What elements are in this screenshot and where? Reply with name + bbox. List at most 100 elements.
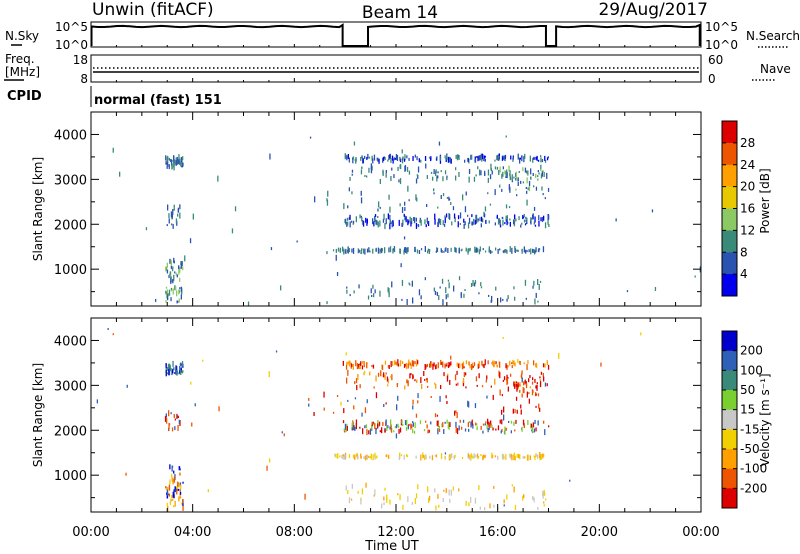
velocity-point bbox=[445, 395, 447, 399]
velocity-point bbox=[371, 428, 373, 431]
velocity-point bbox=[394, 426, 397, 429]
power-point bbox=[167, 293, 169, 297]
velocity-point bbox=[505, 453, 507, 460]
power-point bbox=[449, 157, 451, 164]
velocity-point bbox=[532, 495, 534, 500]
power-point bbox=[403, 213, 405, 217]
power-point bbox=[480, 223, 482, 228]
velocity-point bbox=[440, 359, 442, 365]
power-point bbox=[394, 157, 397, 160]
power-point bbox=[364, 155, 366, 159]
power-point bbox=[513, 220, 516, 227]
power-panel: 1000 2000 3000 4000 Slant Range [km] 28 24 20… bbox=[31, 111, 772, 307]
velocity-point bbox=[506, 377, 509, 384]
power-point bbox=[515, 218, 517, 222]
sky-trace bbox=[90, 23, 701, 47]
power-point bbox=[112, 147, 114, 153]
power-point bbox=[337, 247, 340, 252]
velocity-point bbox=[364, 456, 366, 459]
power-point bbox=[379, 206, 381, 209]
velocity-point bbox=[501, 394, 503, 397]
velocity-colorbar-frame bbox=[721, 330, 738, 509]
power-point bbox=[369, 250, 371, 253]
power-point bbox=[459, 223, 461, 225]
power-point bbox=[360, 197, 363, 204]
power-point bbox=[425, 163, 427, 169]
velocity-point bbox=[179, 366, 181, 371]
power-point bbox=[172, 223, 174, 229]
velocity-point bbox=[346, 425, 348, 431]
power-point bbox=[465, 247, 467, 252]
velocity-point bbox=[640, 332, 642, 336]
power-point bbox=[182, 266, 184, 271]
velocity-point bbox=[547, 364, 550, 370]
power-point bbox=[399, 178, 402, 185]
power-point bbox=[515, 188, 517, 191]
velocity-point bbox=[449, 379, 451, 385]
power-point bbox=[344, 219, 346, 224]
power-point bbox=[176, 156, 178, 162]
velocity-point bbox=[510, 453, 512, 457]
power-point bbox=[426, 217, 428, 223]
velocity-point bbox=[465, 386, 467, 389]
power-point bbox=[537, 159, 540, 162]
power-point bbox=[522, 216, 525, 219]
sky-right-label: N.Search bbox=[746, 29, 800, 43]
sky-left-tick-bottom: 10^0 bbox=[55, 38, 88, 52]
velocity-point bbox=[268, 371, 270, 378]
power-point bbox=[362, 220, 365, 227]
velocity-point bbox=[172, 505, 175, 508]
velocity-point bbox=[383, 404, 385, 407]
velocity-colorbar-cell bbox=[722, 350, 737, 371]
velocity-point bbox=[335, 453, 337, 458]
power-point bbox=[517, 177, 519, 182]
velocity-point bbox=[492, 360, 494, 366]
power-point bbox=[427, 250, 429, 254]
power-point bbox=[167, 204, 169, 211]
velocity-point bbox=[370, 453, 372, 460]
velocity-point bbox=[410, 373, 412, 376]
velocity-point bbox=[448, 362, 450, 367]
power-point bbox=[540, 168, 542, 171]
power-point bbox=[415, 194, 417, 201]
power-point bbox=[270, 247, 273, 251]
velocity-point bbox=[543, 420, 545, 424]
velocity-point bbox=[514, 429, 516, 432]
velocity-ytick-label: 1000 bbox=[54, 469, 87, 484]
power-point bbox=[168, 289, 171, 296]
velocity-point bbox=[425, 364, 427, 369]
velocity-point bbox=[404, 385, 406, 390]
power-point bbox=[449, 213, 451, 220]
power-point bbox=[454, 246, 456, 252]
velocity-point bbox=[337, 456, 339, 459]
velocity-point bbox=[414, 379, 416, 382]
velocity-point bbox=[409, 361, 411, 364]
power-point bbox=[455, 154, 457, 159]
velocity-point bbox=[480, 425, 482, 430]
power-point bbox=[531, 217, 533, 220]
power-point bbox=[355, 157, 357, 161]
power-point bbox=[399, 159, 402, 163]
velocity-point bbox=[513, 456, 515, 461]
velocity-panel: 1000 2000 3000 4000 Slant Range [km] 200 100… bbox=[31, 317, 772, 513]
velocity-point bbox=[391, 361, 394, 366]
power-point bbox=[177, 209, 180, 213]
power-point bbox=[189, 238, 192, 244]
power-point bbox=[548, 224, 550, 227]
velocity-point bbox=[166, 489, 168, 496]
velocity-point bbox=[536, 382, 538, 385]
velocity-point bbox=[521, 393, 523, 398]
power-point bbox=[442, 220, 444, 226]
power-point bbox=[491, 251, 493, 254]
velocity-point bbox=[168, 493, 170, 497]
power-ytick-label: 1000 bbox=[54, 263, 87, 278]
velocity-point bbox=[424, 364, 426, 370]
velocity-point bbox=[500, 430, 502, 434]
velocity-point bbox=[352, 454, 355, 458]
velocity-point bbox=[407, 363, 409, 369]
power-point bbox=[518, 171, 520, 173]
velocity-point bbox=[385, 402, 387, 405]
power-point bbox=[448, 282, 450, 289]
velocity-point bbox=[522, 455, 524, 459]
velocity-point bbox=[361, 412, 363, 417]
